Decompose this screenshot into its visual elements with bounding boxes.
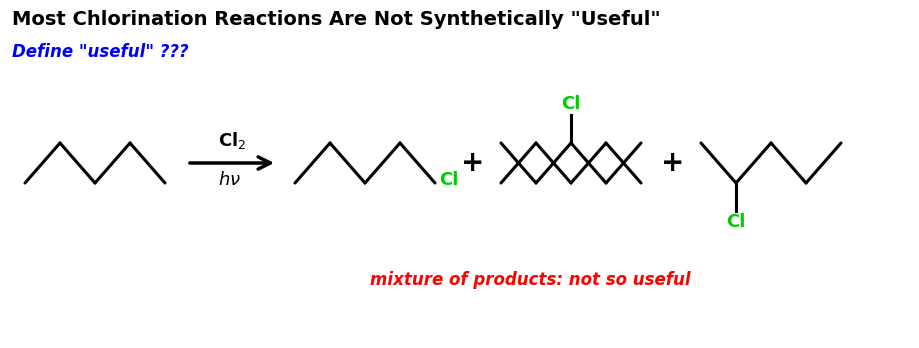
Text: +: + (460, 149, 484, 177)
Text: Cl: Cl (725, 213, 745, 231)
Text: Cl: Cl (561, 95, 580, 113)
Text: Most Chlorination Reactions Are Not Synthetically "Useful": Most Chlorination Reactions Are Not Synt… (12, 10, 660, 29)
Text: Cl$_2$: Cl$_2$ (218, 130, 246, 151)
Text: +: + (661, 149, 684, 177)
Text: Define "useful" ???: Define "useful" ??? (12, 43, 188, 61)
Text: Cl: Cl (438, 171, 458, 189)
Text: mixture of products: not so useful: mixture of products: not so useful (369, 271, 690, 289)
Text: $h\nu$: $h\nu$ (218, 171, 242, 189)
